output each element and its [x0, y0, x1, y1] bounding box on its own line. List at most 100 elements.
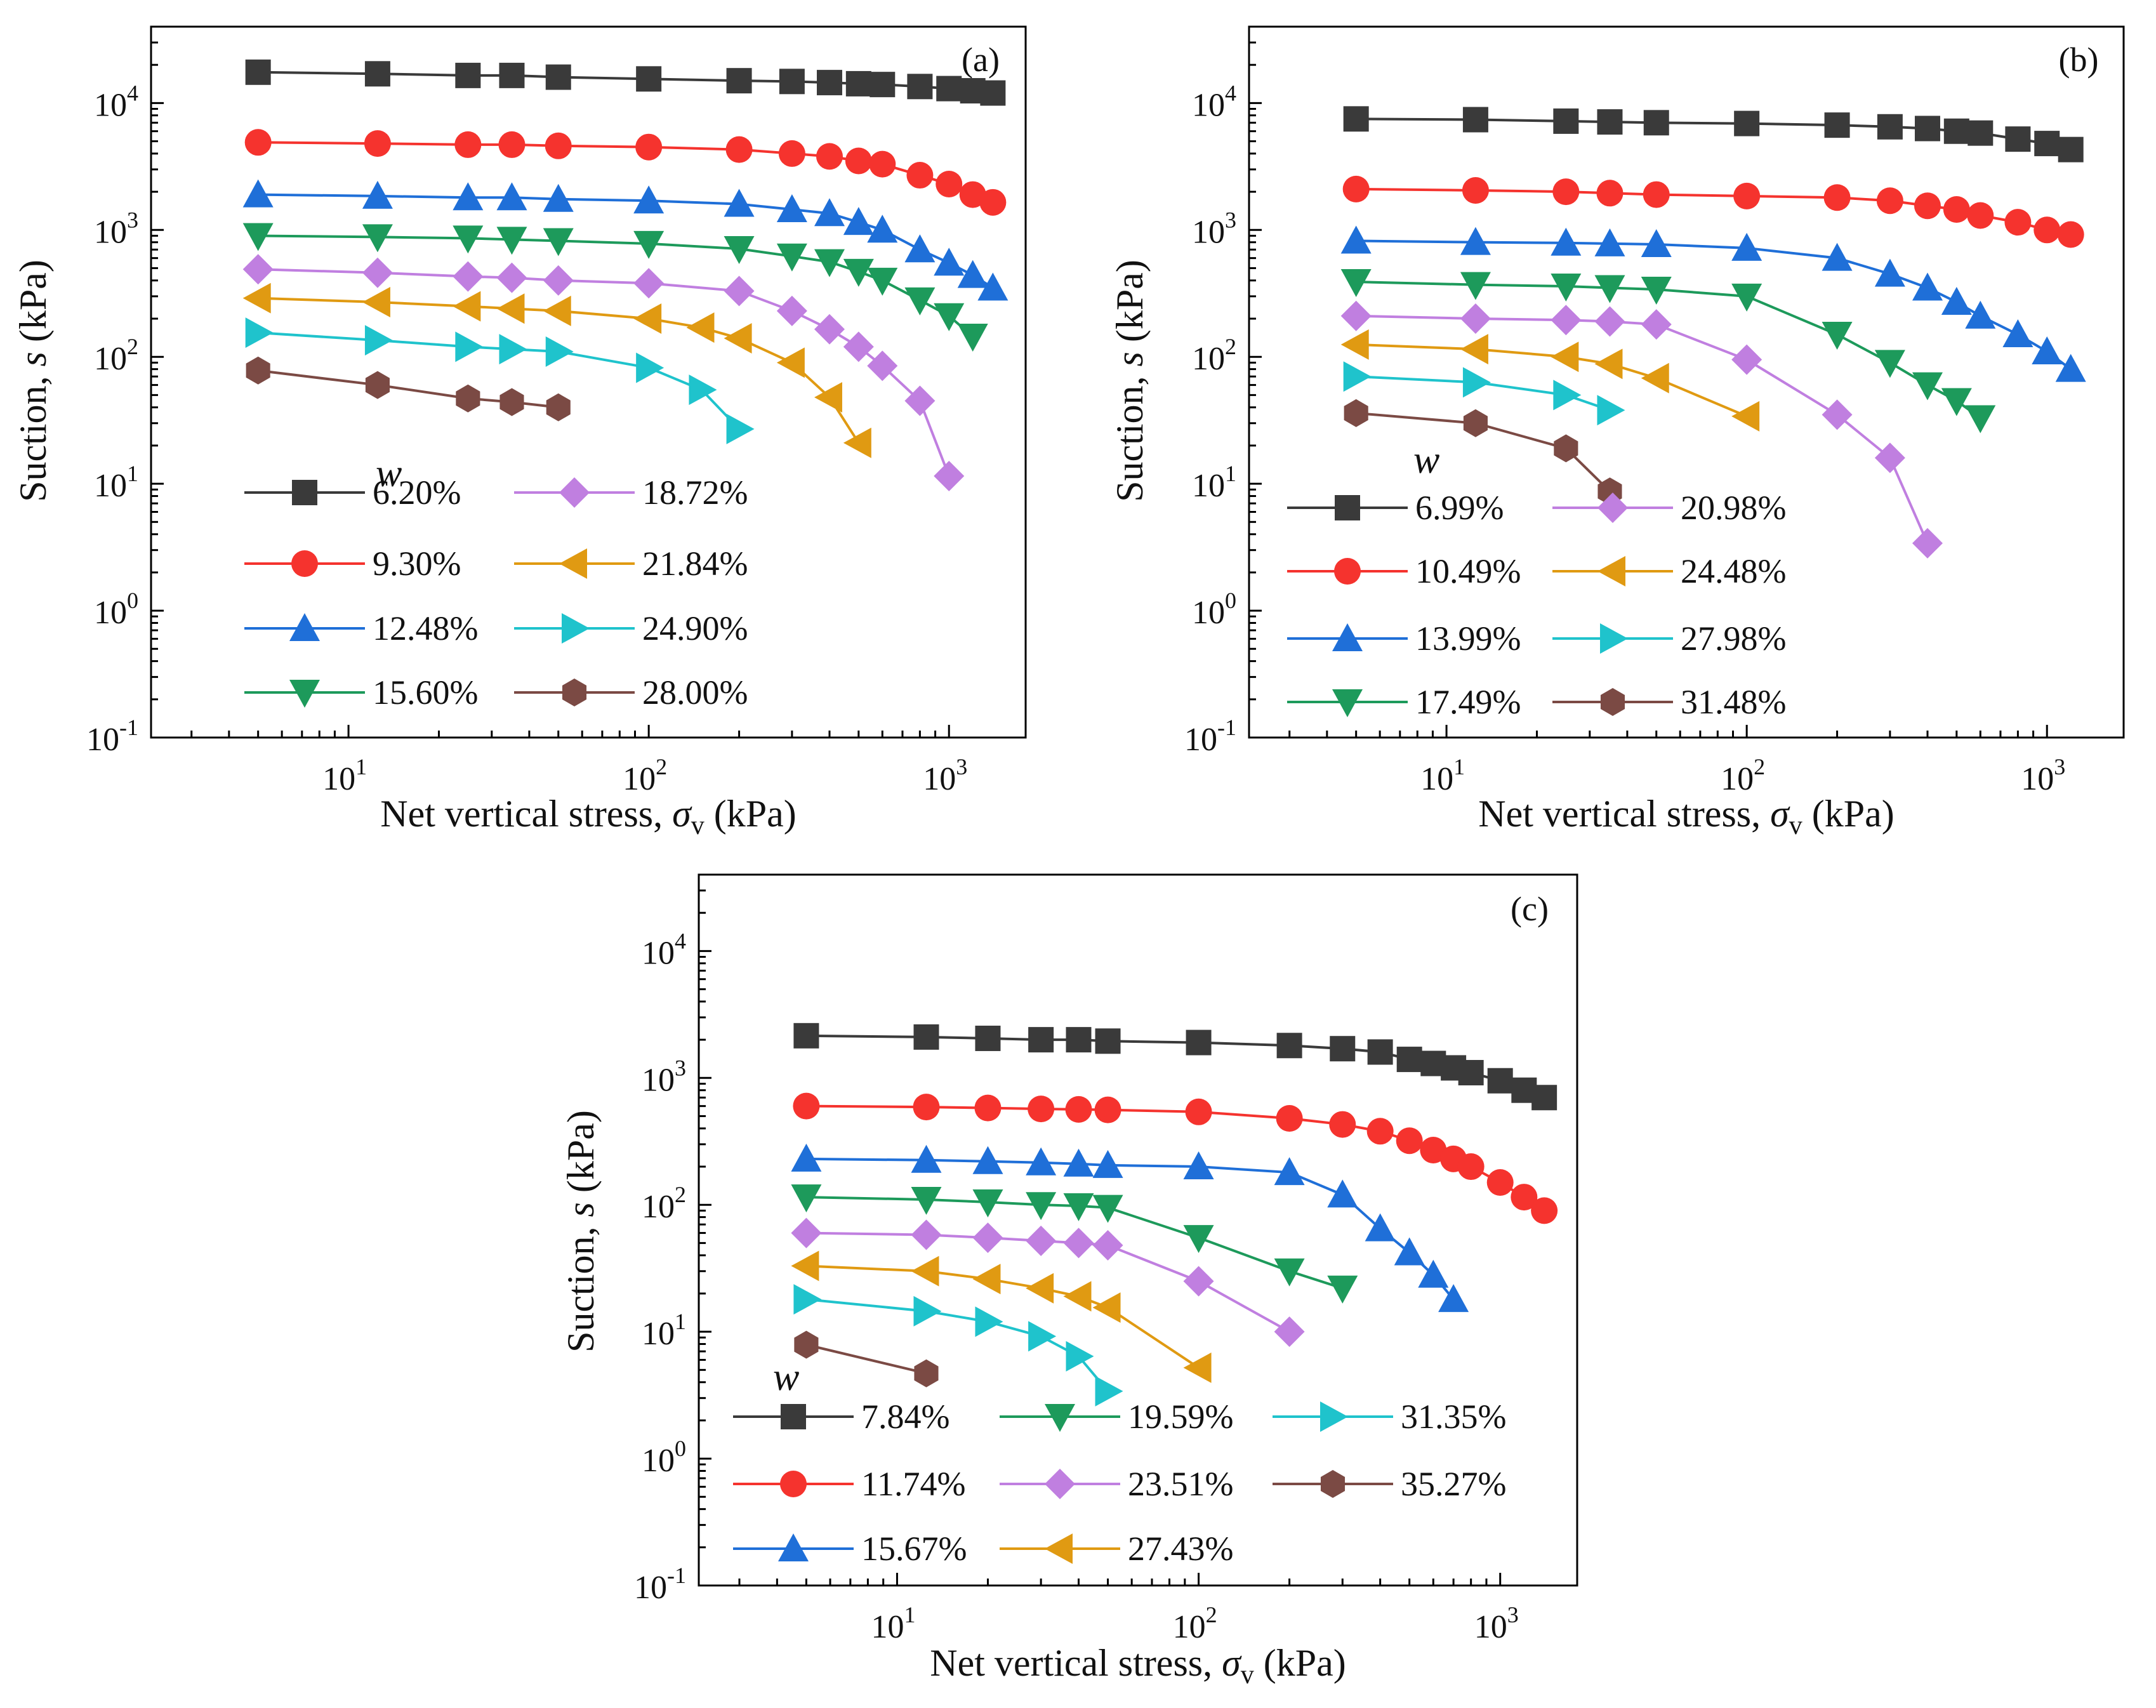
legend-marker: [1334, 558, 1361, 585]
data-point: [1731, 401, 1760, 432]
series-line: [258, 331, 741, 430]
data-point: [977, 272, 1009, 301]
y-tick-label: 103: [94, 207, 138, 250]
y-tick-label: 103: [642, 1055, 686, 1098]
data-point: [791, 1217, 822, 1248]
legend-label: 31.48%: [1681, 683, 1786, 721]
data-point: [545, 132, 572, 159]
legend-marker: [291, 550, 318, 577]
y-tick-label: 104: [1192, 80, 1236, 123]
data-point: [245, 317, 274, 348]
data-point: [242, 254, 274, 285]
y-tick-label: 100: [642, 1436, 686, 1479]
legend-label: 31.35%: [1401, 1398, 1506, 1436]
data-point: [1092, 1195, 1123, 1223]
legend-label: 20.98%: [1681, 489, 1786, 527]
legend-label: 35.27%: [1401, 1465, 1506, 1503]
data-point: [1343, 106, 1369, 132]
data-point: [1183, 1225, 1214, 1254]
legend: w 6.99% 10.49% 13.99% 17.49% 20.98% 24.48% 27.9…: [1287, 439, 1786, 721]
data-point: [1941, 388, 1972, 416]
data-point: [934, 303, 965, 331]
data-point: [1486, 1169, 1514, 1196]
data-point: [1487, 1068, 1513, 1094]
data-point: [1877, 114, 1903, 140]
data-point: [867, 350, 898, 381]
series-line: [1356, 411, 1611, 493]
data-point: [686, 312, 715, 343]
data-point: [1594, 228, 1625, 256]
series-6.20%: [245, 59, 1006, 106]
data-point: [843, 207, 874, 235]
data-point: [1066, 1341, 1094, 1372]
data-point: [814, 381, 842, 413]
x-axis-title: Net vertical stress, σv (kPa): [380, 793, 796, 840]
data-point: [364, 61, 390, 87]
data-point: [1327, 1275, 1358, 1304]
x-tick-label: 102: [1721, 754, 1765, 797]
series-line: [806, 1264, 1200, 1369]
data-point: [776, 194, 807, 223]
data-point: [1876, 187, 1903, 215]
data-point: [362, 180, 393, 209]
data-point: [1965, 405, 1996, 434]
data-point: [724, 275, 755, 307]
data-point: [2057, 221, 2084, 248]
data-point: [904, 385, 936, 416]
y-tick-label: 10-1: [86, 715, 138, 758]
data-point: [867, 215, 898, 243]
data-point: [911, 1144, 942, 1173]
data-point: [1092, 1292, 1121, 1323]
data-point: [726, 413, 755, 444]
data-point: [1092, 1229, 1123, 1261]
data-point: [814, 314, 845, 345]
data-point: [1274, 1157, 1305, 1186]
data-point: [1914, 192, 1941, 220]
data-point: [778, 140, 805, 167]
data-point: [499, 334, 527, 365]
data-point: [1462, 107, 1488, 133]
legend-marker: [1332, 689, 1363, 717]
data-point: [454, 131, 482, 158]
series-7.84%: [793, 1023, 1557, 1111]
data-point: [543, 295, 571, 326]
data-point: [1458, 1060, 1484, 1086]
series-line: [258, 268, 951, 477]
data-point: [934, 461, 965, 492]
legend: w 7.84% 11.74% 15.67% 19.59% 23.51% 27.43% 31.3…: [733, 1356, 1506, 1568]
data-point: [245, 59, 271, 85]
data-point: [1342, 175, 1370, 202]
data-point: [776, 295, 807, 326]
data-point: [453, 291, 481, 322]
data-point: [972, 1264, 1001, 1295]
data-point: [1340, 225, 1372, 254]
y-tick-label: 101: [642, 1309, 686, 1352]
y-axis-title: Suction, s (kPa): [1109, 260, 1151, 502]
legend-marker: [1045, 1469, 1075, 1499]
data-point: [1553, 108, 1579, 134]
data-point: [496, 227, 527, 255]
data-point: [1026, 1225, 1057, 1256]
legend-marker: [559, 548, 587, 579]
legend-label: 24.90%: [642, 609, 748, 647]
data-point: [242, 223, 274, 251]
panel-tag: (a): [962, 41, 1000, 79]
legend-title: w: [376, 452, 402, 495]
series-line: [1356, 281, 1981, 420]
legend-marker: [778, 1533, 809, 1561]
x-tick-label: 102: [623, 754, 667, 797]
legend-title: w: [773, 1356, 799, 1399]
data-point: [2032, 336, 2063, 364]
data-point: [1095, 1028, 1121, 1054]
y-axis-title: Suction, s (kPa): [560, 1110, 602, 1353]
data-point: [1912, 272, 1943, 301]
data-point: [1594, 275, 1625, 303]
data-point: [1641, 228, 1672, 257]
data-point: [242, 282, 271, 314]
series-18.72%: [242, 254, 965, 492]
legend-label: 17.49%: [1415, 683, 1521, 721]
data-point: [636, 352, 665, 383]
data-point: [362, 224, 393, 253]
legend-marker: [1335, 495, 1360, 520]
panel-tag: (c): [1511, 890, 1549, 928]
